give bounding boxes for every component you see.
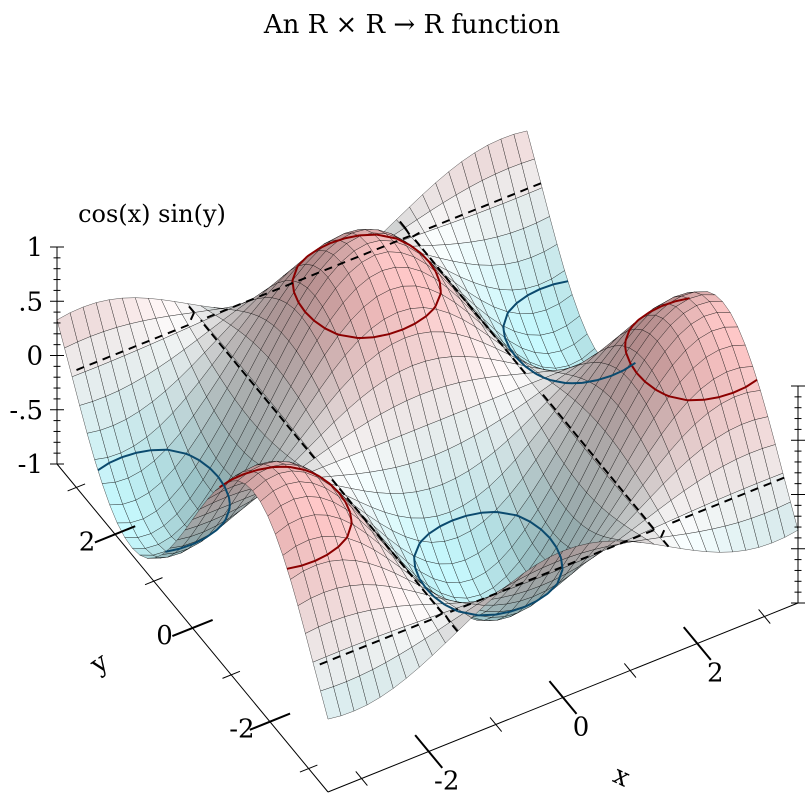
z-tick-label: -.5 xyxy=(9,396,43,426)
function-label: cos(x) sin(y) xyxy=(78,200,226,228)
x-minor-tick xyxy=(758,609,771,624)
y-minor-tick xyxy=(67,483,86,492)
chart-title: An R × R → R function xyxy=(263,10,561,40)
x-major-tick xyxy=(548,680,578,715)
y-minor-tick xyxy=(299,764,318,773)
y-minor-tick xyxy=(222,670,241,679)
contour-line xyxy=(70,182,785,668)
contour-line xyxy=(219,233,758,570)
x-minor-tick xyxy=(623,663,637,678)
y-axis-label: y xyxy=(84,647,114,681)
axes-layer: -2 0 2 x -2 0 2 y 1 .5 0 -.5 -1 xyxy=(9,233,805,797)
x-tick-label: -2 xyxy=(434,767,459,797)
x-minor-tick xyxy=(355,771,368,786)
contour-line xyxy=(97,280,636,617)
y-major-tick xyxy=(171,618,214,638)
y-minor-tick xyxy=(144,577,163,586)
x-major-tick xyxy=(414,734,444,769)
y-tick-label: 2 xyxy=(79,527,96,557)
y-tick-label: 0 xyxy=(156,621,173,651)
x-minor-tick xyxy=(489,717,503,732)
x-axis-label: x xyxy=(608,760,634,794)
surface-layer xyxy=(56,130,799,720)
z-tick-label: 1 xyxy=(26,233,43,263)
y-major-tick xyxy=(249,712,291,731)
y-major-tick xyxy=(94,525,136,544)
x-tick-label: 0 xyxy=(573,713,590,743)
y-tick-label: -2 xyxy=(229,715,254,745)
z-tick-label: 0 xyxy=(26,342,43,372)
surface-patch xyxy=(777,501,799,538)
x-tick-label: 2 xyxy=(707,659,724,689)
z-tick-label: -1 xyxy=(18,450,43,480)
x-major-tick xyxy=(682,626,712,661)
z-tick-label: .5 xyxy=(18,287,43,317)
